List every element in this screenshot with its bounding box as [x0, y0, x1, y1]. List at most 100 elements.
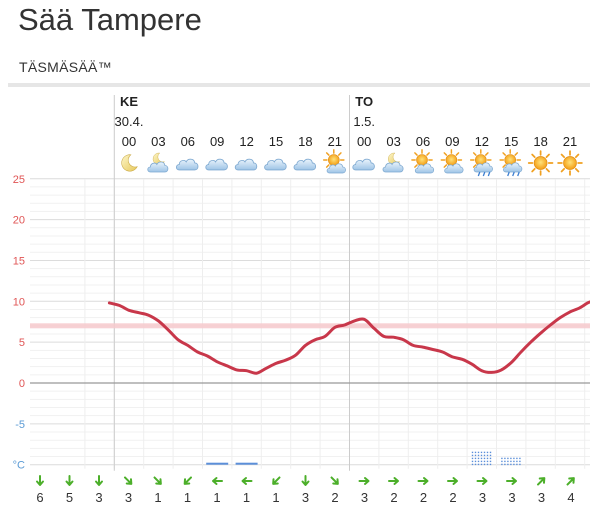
wind-arrow-shape: [564, 475, 577, 488]
precip-dot: [471, 463, 474, 466]
wind-speed: 2: [390, 490, 397, 505]
wind-arrow-icon: [476, 477, 488, 485]
precip-dot: [477, 460, 480, 463]
precip-dot: [504, 457, 506, 460]
hour-label: 09: [210, 134, 224, 149]
sun-shape: [527, 150, 554, 176]
precip-dot: [483, 460, 486, 463]
wind-speed: 3: [479, 490, 486, 505]
wind-arrow-icon: [270, 474, 283, 487]
wind-arrow-icon: [212, 477, 223, 485]
precip-dot: [483, 454, 486, 457]
sun-shape: [557, 150, 583, 176]
wind-speed: 3: [125, 490, 132, 505]
wind-speed: 1: [154, 490, 161, 505]
precip-dot: [477, 463, 480, 466]
cloud-shape: [382, 161, 404, 173]
wind-arrow-icon: [506, 477, 517, 485]
moon-shape: [121, 154, 138, 172]
cloud-shape: [352, 158, 375, 171]
wind-arrow-shape: [476, 477, 488, 485]
precip-dot: [474, 463, 477, 466]
hour-label: 06: [181, 134, 195, 149]
cloud-icon: [264, 158, 287, 171]
precip-dot: [513, 460, 515, 463]
page-title: Sää Tampere: [18, 2, 202, 37]
hour-label: 06: [416, 134, 430, 149]
precip-dot: [483, 463, 486, 466]
header-divider: [8, 83, 590, 87]
precip-dot: [504, 463, 506, 466]
precip-dot: [489, 451, 492, 454]
wind-arrow-icon: [181, 474, 195, 487]
precip-bar: [501, 457, 521, 466]
precip-dot: [489, 454, 492, 457]
precip-dot: [480, 457, 483, 460]
precip-dot: [489, 457, 492, 460]
precip-dot: [474, 460, 477, 463]
cloud-icon: [205, 158, 228, 171]
precip-dot: [486, 457, 489, 460]
precip-dot: [489, 463, 492, 466]
raindrop: [482, 171, 486, 177]
sun-cloud-icon: [440, 149, 464, 174]
hour-label: 00: [357, 134, 371, 149]
wind-arrow-shape: [241, 477, 253, 485]
hour-label: 18: [533, 134, 547, 149]
wind-arrow-icon: [358, 477, 370, 485]
precip-dot: [519, 460, 521, 463]
sun-icon: [527, 150, 554, 176]
hour-label: 12: [475, 134, 489, 149]
wind-arrow-icon: [151, 474, 164, 487]
hour-label: 09: [445, 134, 459, 149]
precip-bar: [206, 462, 229, 465]
y-tick-label: 10: [13, 296, 25, 308]
wind-arrow-shape: [417, 477, 429, 485]
precip-dot: [483, 451, 486, 454]
precip-dot: [516, 463, 518, 466]
precip-dot: [507, 463, 509, 466]
wind-arrow-shape: [447, 477, 458, 485]
precip-dot: [501, 463, 503, 466]
cloud-shape: [175, 158, 199, 171]
precip-dot: [477, 457, 480, 460]
sun-cloud-icon: [322, 149, 346, 174]
precip-bar: [471, 451, 492, 466]
day-date: 1.5.: [353, 114, 375, 129]
sun-cloud-icon: [411, 149, 435, 174]
y-unit-label: °C: [13, 460, 25, 472]
precip-dot: [510, 460, 512, 463]
precip-dot: [480, 451, 483, 454]
precip-dot: [474, 451, 477, 454]
day-date: 30.4.: [115, 114, 144, 129]
precip-dot: [510, 463, 512, 466]
cloud-shape: [444, 163, 464, 174]
wind-speed: 3: [538, 490, 545, 505]
wind-arrow-icon: [95, 475, 103, 486]
y-tick-label: 25: [13, 174, 25, 186]
temperature-line: [107, 300, 590, 375]
wind-arrow-icon: [534, 475, 548, 488]
cloud-shape: [293, 158, 317, 171]
reference-band: [30, 323, 590, 329]
precip-dot: [513, 457, 515, 460]
wind-speed: 3: [508, 490, 515, 505]
wind-arrow-shape: [270, 474, 283, 487]
moon-cloud-icon: [147, 152, 169, 173]
cloud-shape: [326, 163, 346, 174]
wind-speed: 3: [95, 490, 102, 505]
cloud-icon: [234, 158, 258, 171]
cloud-shape: [264, 158, 287, 171]
precip-dot: [486, 451, 489, 454]
precip-dot: [504, 460, 506, 463]
wind-arrow-icon: [447, 477, 458, 485]
wind-arrow-icon: [301, 475, 310, 486]
precip-dot: [477, 454, 480, 457]
hour-label: 21: [563, 134, 577, 149]
hour-label: 15: [269, 134, 283, 149]
hour-label: 12: [239, 134, 253, 149]
wind-arrow-shape: [506, 477, 517, 485]
cloud-shape: [234, 158, 258, 171]
wind-arrow-icon: [417, 477, 429, 485]
day-weekday: KE: [120, 94, 138, 109]
